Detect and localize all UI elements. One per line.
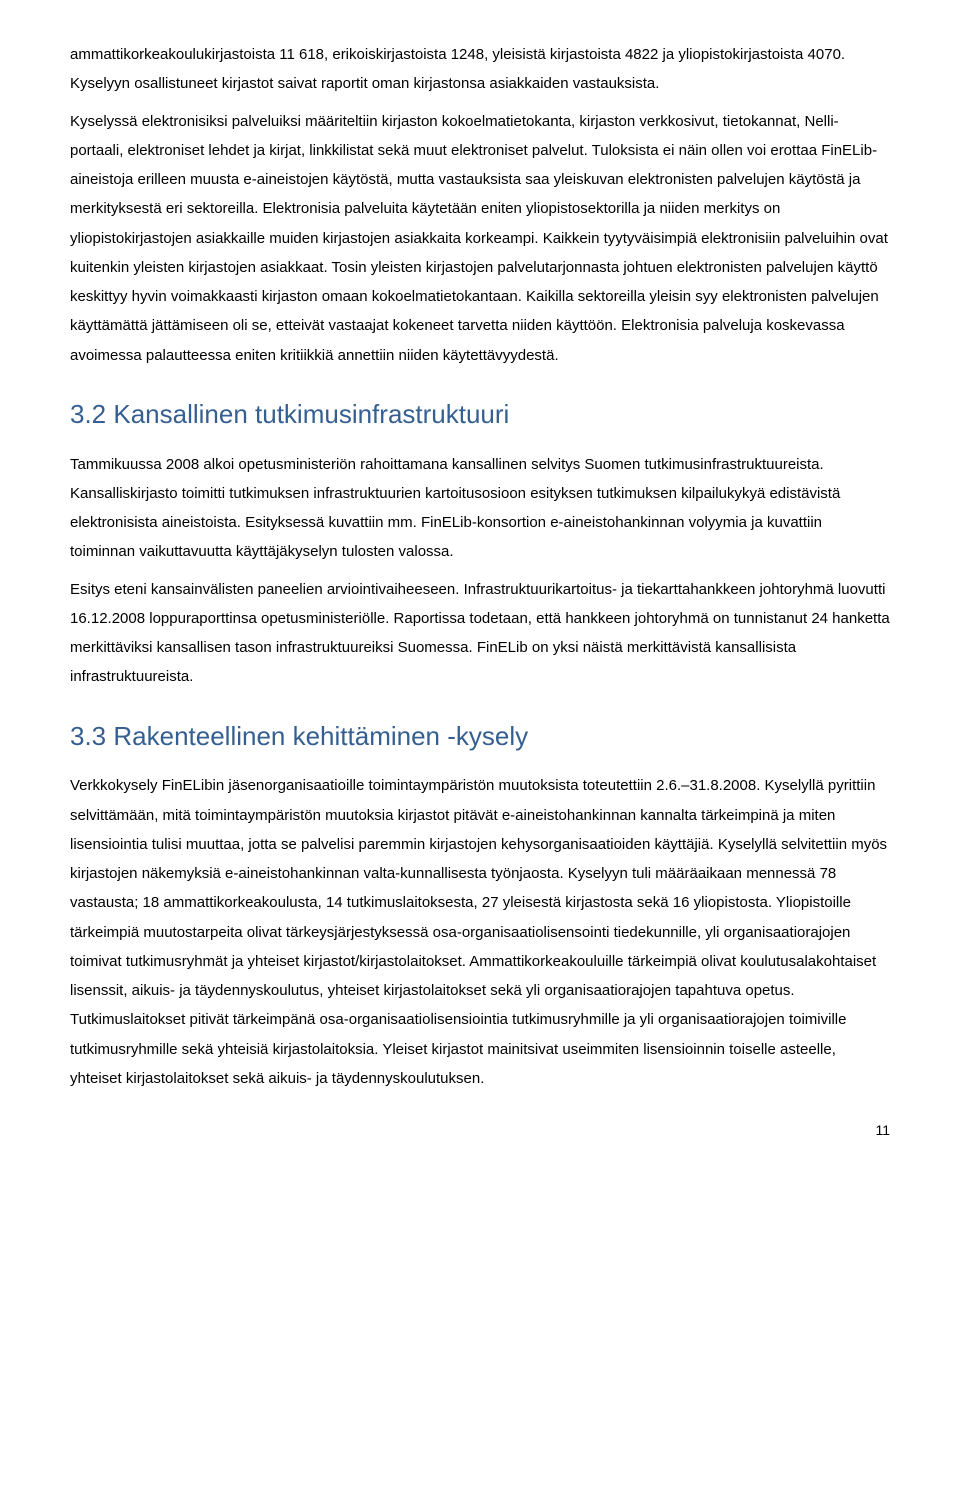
heading-3-3: 3.3 Rakenteellinen kehittäminen -kysely [70, 720, 890, 754]
heading-3-2: 3.2 Kansallinen tutkimusinfrastruktuuri [70, 398, 890, 432]
paragraph-5: Verkkokysely FinELibin jäsenorganisaatio… [70, 771, 890, 1093]
paragraph-2: Kyselyssä elektronisiksi palveluiksi mää… [70, 107, 890, 370]
paragraph-3: Tammikuussa 2008 alkoi opetusministeriön… [70, 450, 890, 567]
paragraph-1: ammattikorkeakoulukirjastoista 11 618, e… [70, 40, 890, 99]
paragraph-4: Esitys eteni kansainvälisten paneelien a… [70, 575, 890, 692]
page-number: 11 [70, 1117, 890, 1144]
